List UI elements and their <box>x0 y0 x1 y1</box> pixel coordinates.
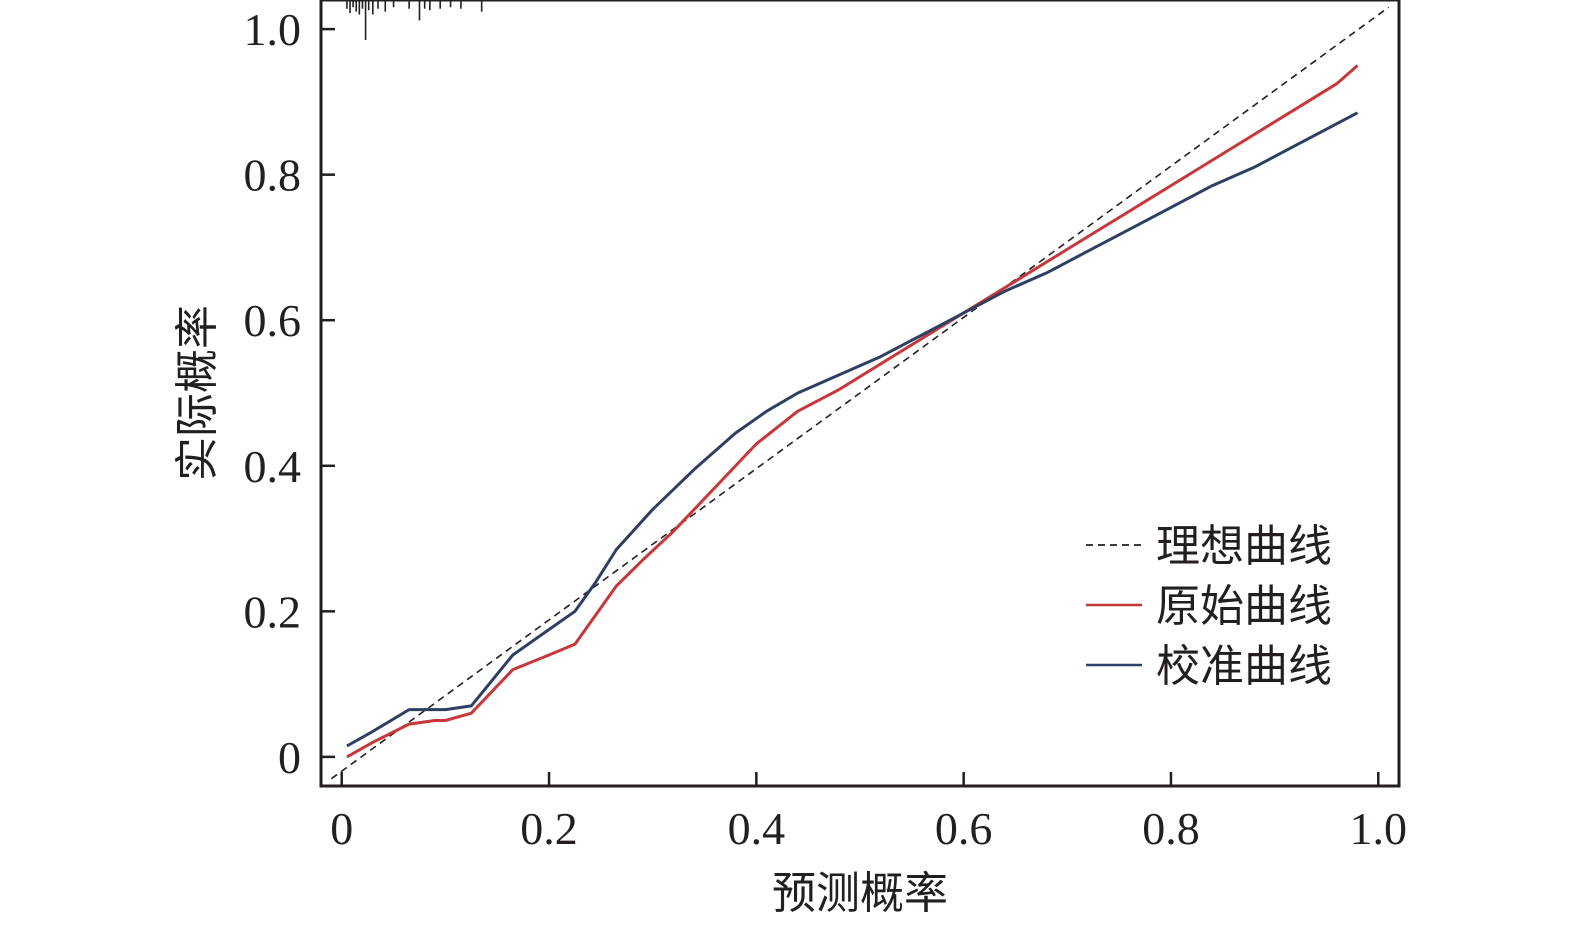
x-tick-label: 0.8 <box>1142 803 1200 854</box>
x-tick-label: 0.6 <box>935 803 993 854</box>
y-tick-label: 0.6 <box>244 295 302 346</box>
x-axis-title: 预测概率 <box>772 868 948 919</box>
x-tick-label: 1.0 <box>1350 803 1408 854</box>
y-tick-label: 0 <box>278 732 301 783</box>
x-axis: 0 0.2 0.4 0.6 0.8 1.0 <box>330 772 1407 854</box>
x-tick-label: 0.4 <box>728 803 786 854</box>
y-tick-label: 0.8 <box>244 150 302 201</box>
rug-marks <box>346 0 483 41</box>
calibrated-curve-line <box>346 111 1359 748</box>
plot-frame <box>319 0 1401 788</box>
original-curve-line <box>346 64 1359 759</box>
y-tick-label: 0.4 <box>244 441 302 492</box>
ideal-curve-line <box>330 6 1390 780</box>
y-axis: 0 0.2 0.4 0.6 0.8 1.0 <box>244 4 335 783</box>
legend-original-label: 原始曲线 <box>1156 581 1332 632</box>
legend-calibrated-label: 校准曲线 <box>1156 641 1332 692</box>
y-tick-label: 0.2 <box>244 586 302 637</box>
legend-ideal-label: 理想曲线 <box>1156 521 1332 572</box>
x-tick-label: 0.2 <box>520 803 578 854</box>
y-tick-label: 1.0 <box>244 4 302 55</box>
y-axis-title: 实际概率 <box>172 305 223 481</box>
series-lines <box>330 6 1390 780</box>
x-tick-label: 0 <box>330 803 353 854</box>
